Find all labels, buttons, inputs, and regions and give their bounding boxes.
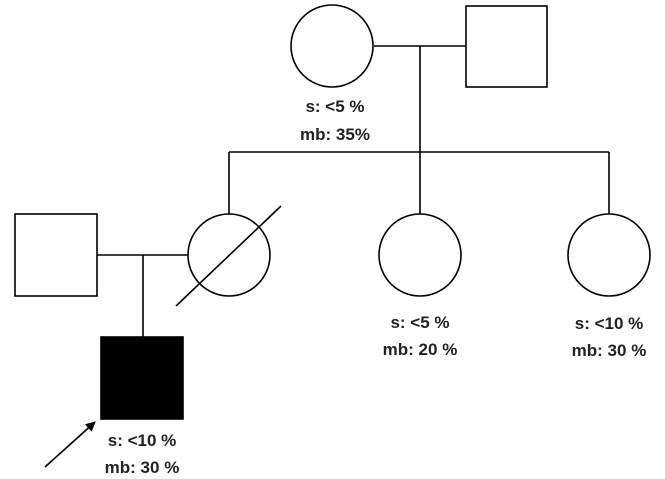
aunt-1-mb-label: mb: 20 % xyxy=(383,340,458,359)
grandmother-symbol xyxy=(290,4,374,88)
grandmother-mb-label: mb: 35% xyxy=(300,125,370,144)
deceased-slash xyxy=(175,205,282,307)
aunt-2-s-label: s: <10 % xyxy=(575,314,644,333)
aunt-1-s-label: s: <5 % xyxy=(390,313,449,332)
proband-arrow xyxy=(44,421,96,468)
proband-mb-label: mb: 30 % xyxy=(105,458,180,477)
father-symbol xyxy=(14,213,98,297)
aunt-2-symbol xyxy=(567,213,651,297)
grandfather-symbol xyxy=(465,5,548,88)
aunt-1-symbol xyxy=(378,213,462,297)
aunt-2-mb-label: mb: 30 % xyxy=(572,341,647,360)
grandmother-s-label: s: <5 % xyxy=(305,97,364,116)
proband-s-label: s: <10 % xyxy=(108,431,177,450)
proband-symbol xyxy=(100,336,184,420)
